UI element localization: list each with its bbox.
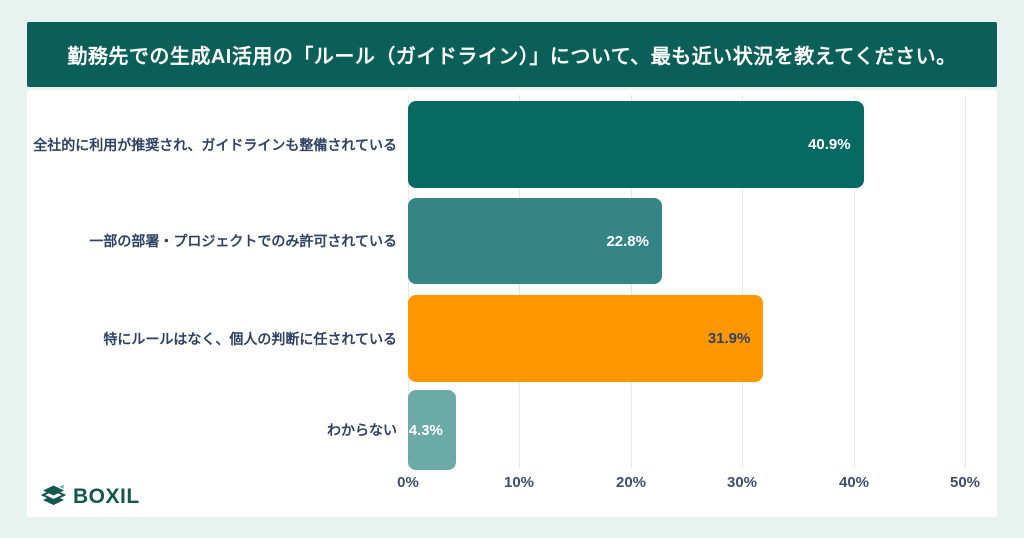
gridline-30pct [742,95,743,468]
bar-track: 22.8% [408,198,965,284]
x-tick-label: 30% [726,474,758,491]
layers-icon [40,484,67,511]
x-tick-label: 40% [838,474,870,491]
plot-area: 全社的に利用が推奨され、ガイドラインも整備されている 40.9% 一部の部署・プ… [27,90,997,517]
chart-card: 全社的に利用が推奨され、ガイドラインも整備されている 40.9% 一部の部署・プ… [27,90,997,517]
boxil-logo: BOXIL [40,482,140,512]
bar-track: 31.9% [408,295,965,382]
bar-track: 40.9% [408,101,965,188]
bar: 22.8% [408,198,662,284]
x-tick-label: 50% [949,474,981,491]
bar-row: 特にルールはなく、個人の判断に任されている 31.9% [27,295,997,382]
boxil-logo-text: BOXIL [73,485,140,508]
bar-row: 一部の部署・プロジェクトでのみ許可されている 22.8% [27,198,997,284]
bar-value-label: 31.9% [707,330,751,347]
question-title: 勤務先での生成AI活用の「ルール（ガイドライン）」について、最も近い状況を教えて… [67,46,957,68]
bar: 40.9% [408,101,864,188]
bar: 4.3% [408,390,456,470]
bar-value-label: 40.9% [808,136,851,153]
category-label: わからない [327,422,397,438]
category-label: 一部の部署・プロジェクトでのみ許可されている [89,233,397,249]
gridline-40pct [854,95,855,468]
bar-value-label: 22.8% [606,232,649,250]
x-tick-label: 10% [503,474,535,491]
category-label: 特にルールはなく、個人の判断に任されている [103,330,397,347]
question-banner: 勤務先での生成AI活用の「ルール（ガイドライン）」について、最も近い状況を教えて… [27,22,997,87]
bar-track: 4.3% [408,390,965,470]
bar-value-label: 4.3% [408,421,443,439]
gridline-0pct [408,95,409,468]
gridline-50pct [965,95,966,468]
category-label: 全社的に利用が推奨され、ガイドラインも整備されている [33,136,397,153]
bar: 31.9% [408,295,764,382]
x-tick-label: 0% [397,474,419,491]
bar-row: わからない 4.3% [27,390,997,470]
x-tick-label: 20% [615,474,647,491]
bar-row: 全社的に利用が推奨され、ガイドラインも整備されている 40.9% [27,101,997,188]
